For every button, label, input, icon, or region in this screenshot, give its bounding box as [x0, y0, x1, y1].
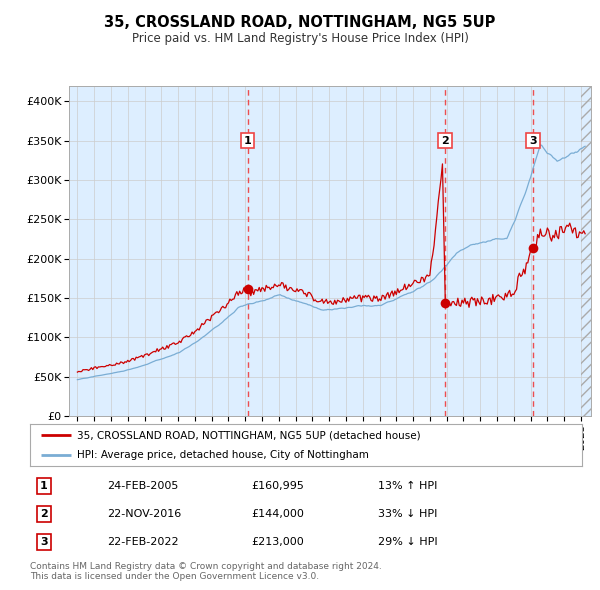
Text: £160,995: £160,995	[251, 481, 304, 491]
Text: £144,000: £144,000	[251, 509, 304, 519]
Text: 1: 1	[244, 136, 251, 146]
Text: 22-FEB-2022: 22-FEB-2022	[107, 537, 179, 547]
Text: 3: 3	[40, 537, 47, 547]
Text: 24-FEB-2005: 24-FEB-2005	[107, 481, 179, 491]
Text: 1: 1	[40, 481, 47, 491]
Text: 3: 3	[529, 136, 537, 146]
Text: HPI: Average price, detached house, City of Nottingham: HPI: Average price, detached house, City…	[77, 451, 369, 460]
Text: 22-NOV-2016: 22-NOV-2016	[107, 509, 182, 519]
Text: 2: 2	[40, 509, 47, 519]
Text: 35, CROSSLAND ROAD, NOTTINGHAM, NG5 5UP (detached house): 35, CROSSLAND ROAD, NOTTINGHAM, NG5 5UP …	[77, 430, 421, 440]
Text: 35, CROSSLAND ROAD, NOTTINGHAM, NG5 5UP: 35, CROSSLAND ROAD, NOTTINGHAM, NG5 5UP	[104, 15, 496, 30]
Text: Contains HM Land Registry data © Crown copyright and database right 2024.
This d: Contains HM Land Registry data © Crown c…	[30, 562, 382, 581]
Text: 33% ↓ HPI: 33% ↓ HPI	[378, 509, 437, 519]
Text: 29% ↓ HPI: 29% ↓ HPI	[378, 537, 437, 547]
Text: £213,000: £213,000	[251, 537, 304, 547]
Text: 2: 2	[441, 136, 449, 146]
Text: 13% ↑ HPI: 13% ↑ HPI	[378, 481, 437, 491]
Text: Price paid vs. HM Land Registry's House Price Index (HPI): Price paid vs. HM Land Registry's House …	[131, 32, 469, 45]
